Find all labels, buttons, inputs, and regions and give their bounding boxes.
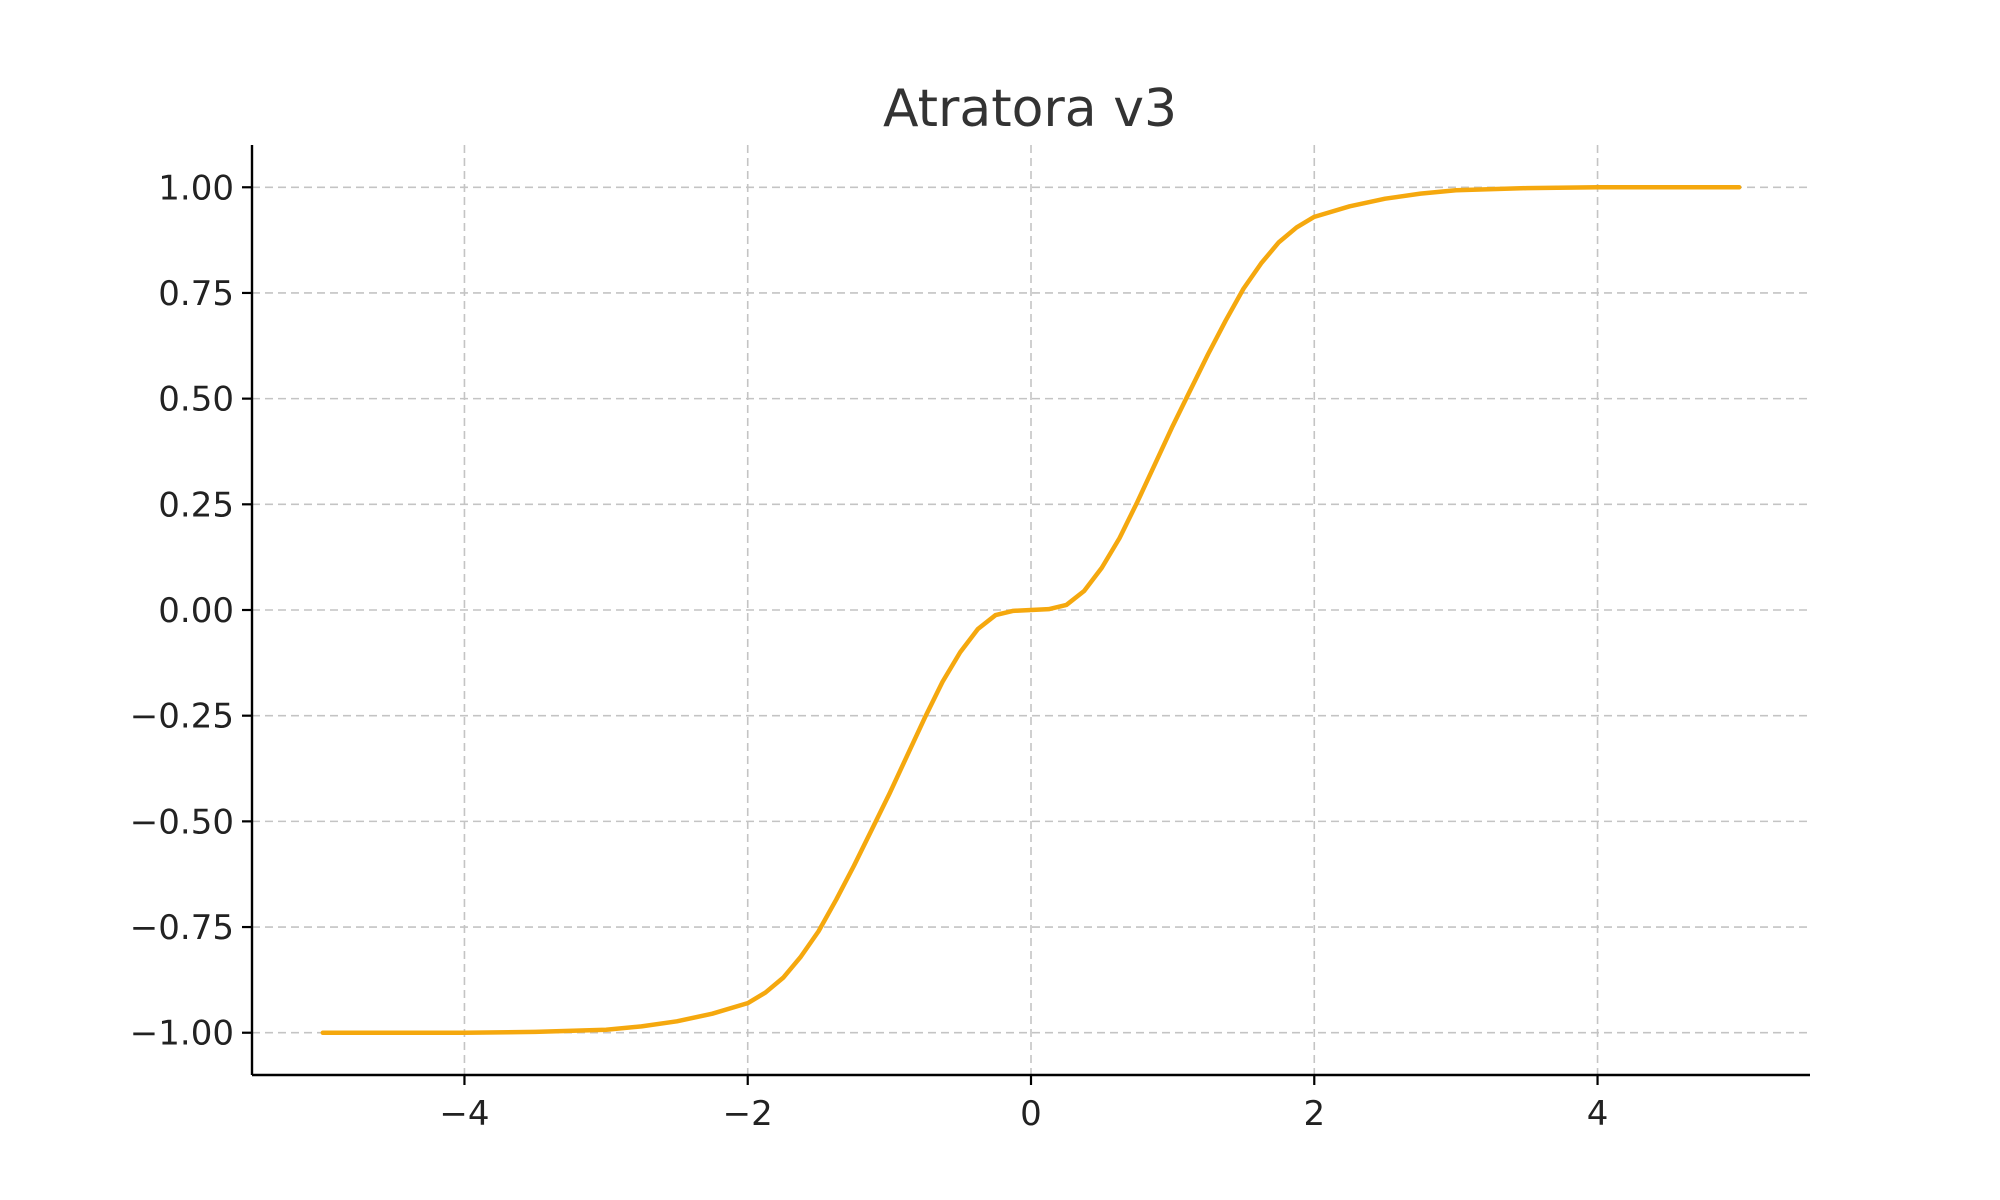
chart-title: Atratora v3 <box>883 79 1177 139</box>
x-tick-label: 0 <box>1020 1094 1042 1134</box>
series-group <box>320 185 1742 1035</box>
y-tick-label: 0.00 <box>158 591 234 631</box>
y-tick-label: −1.00 <box>130 1014 234 1054</box>
x-tick-label: 2 <box>1303 1094 1325 1134</box>
x-tick-label: −4 <box>439 1094 489 1134</box>
y-axis-ticks: −1.00 −0.75 −0.50 −0.25 0.00 0.25 0.50 0.75 1.00 <box>130 168 252 1054</box>
y-tick-label: −0.75 <box>130 908 234 948</box>
x-axis-ticks: −4 −2 0 2 4 <box>439 1075 1608 1134</box>
x-tick-label: 4 <box>1587 1094 1609 1134</box>
y-tick-label: 0.25 <box>158 485 234 525</box>
y-tick-label: −0.50 <box>130 802 234 842</box>
x-tick-label: −2 <box>723 1094 773 1134</box>
y-tick-label: 0.50 <box>158 380 234 420</box>
y-tick-label: 1.00 <box>158 168 234 208</box>
y-tick-label: −0.25 <box>130 697 234 737</box>
y-tick-label: 0.75 <box>158 274 234 314</box>
series-line <box>320 185 1742 1035</box>
grid <box>252 145 1810 1075</box>
